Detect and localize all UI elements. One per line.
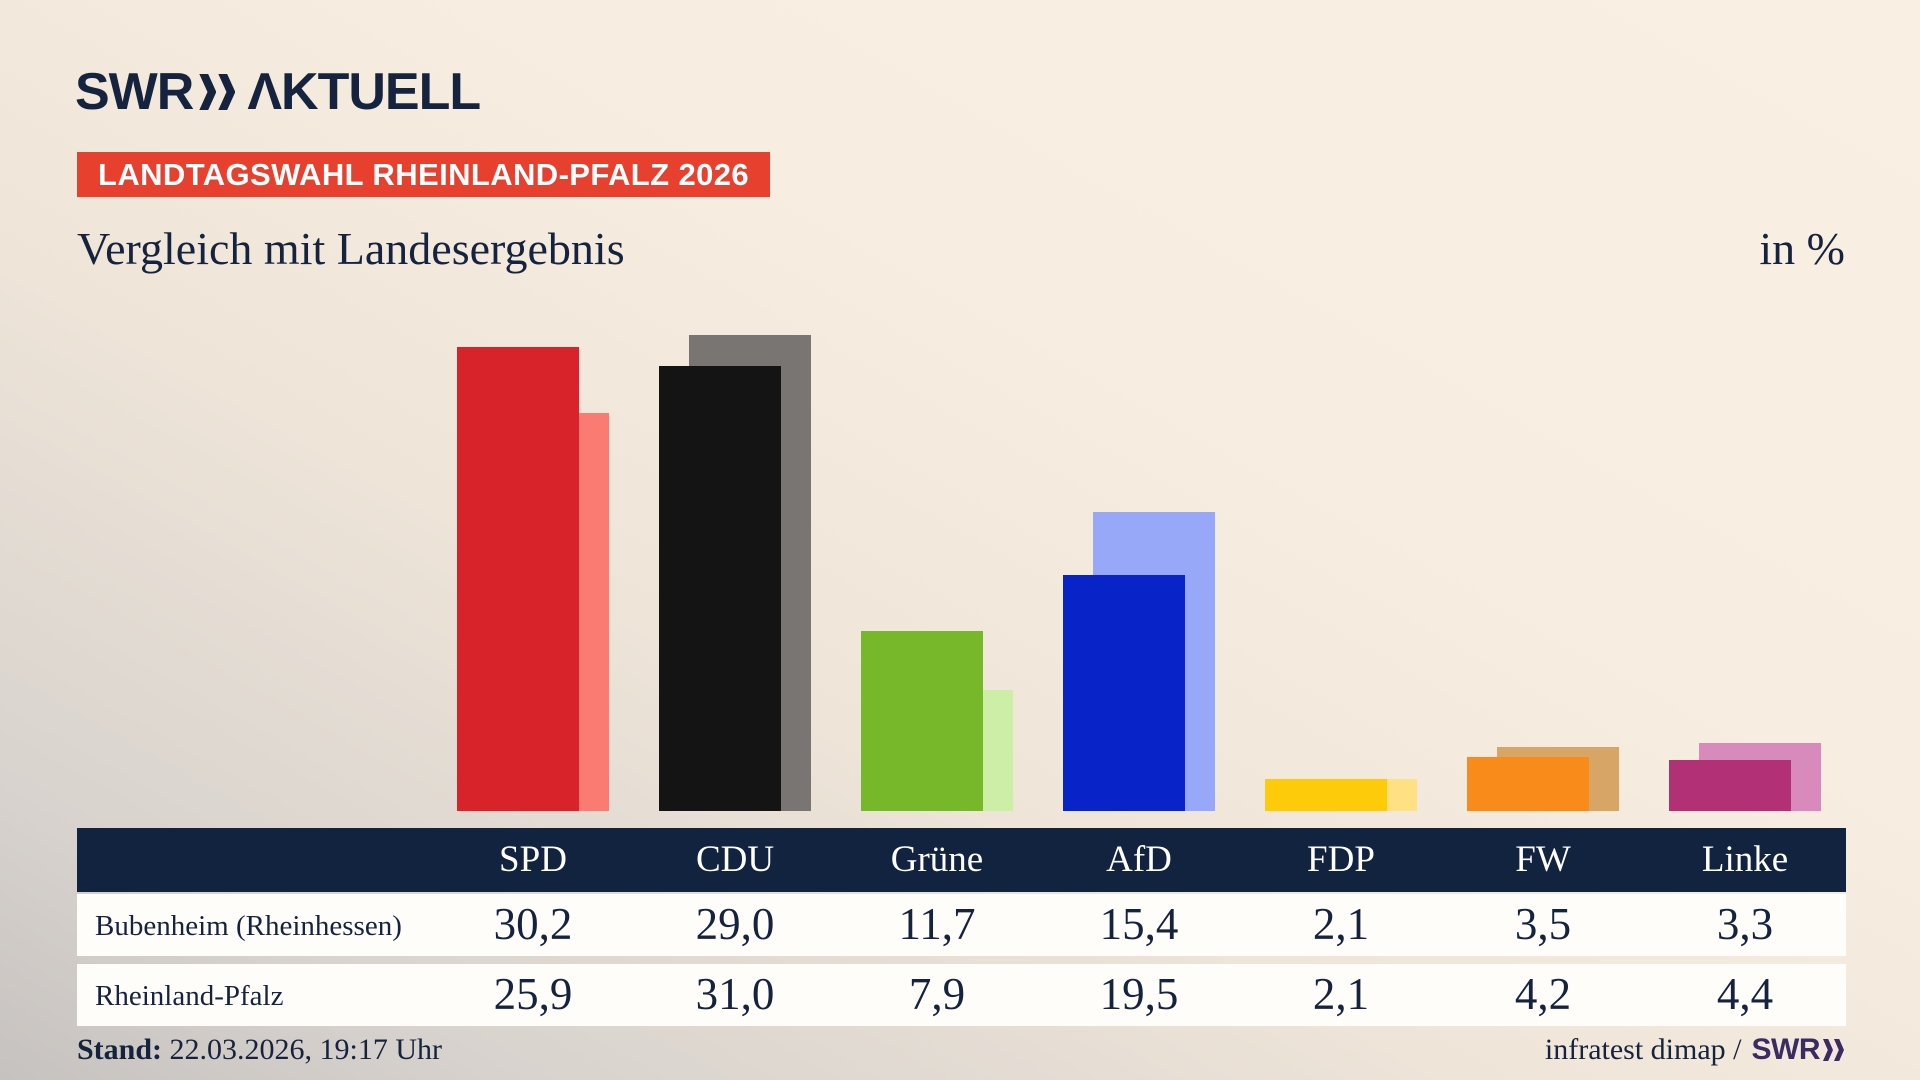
header-cell-afd: AfD xyxy=(1106,839,1172,880)
row-label: Rheinland-Pfalz xyxy=(95,980,284,1012)
unit-label: in % xyxy=(1759,223,1845,274)
value-cell-gruene: 11,7 xyxy=(898,899,976,949)
header-cell-fw: FW xyxy=(1515,839,1571,880)
value-cell-linke: 3,3 xyxy=(1716,899,1774,949)
swr-chevron-small-icon xyxy=(1823,1039,1845,1061)
table-header-row: SPD CDU Grüne AfD FDP FW Linke xyxy=(77,828,1846,892)
value-cell-spd: 30,2 xyxy=(493,899,573,949)
source-credit: infratest dimap / SWR xyxy=(1545,1033,1845,1067)
results-table: SPD CDU Grüne AfD FDP FW Linke Bubenheim (Rhei… xyxy=(77,828,1846,1034)
timestamp: Stand: 22.03.2026, 19:17 Uhr xyxy=(77,1033,442,1067)
source-text: infratest dimap / xyxy=(1544,1033,1742,1066)
header-cell-gruene: Grüne xyxy=(890,839,984,880)
bar-gruene-bubenheim xyxy=(861,631,983,811)
value-cell-afd: 15,4 xyxy=(1099,899,1179,949)
swr-aktuell-logo: SWR ΛKTUELL xyxy=(75,62,481,122)
table-row-bubenheim-rheinhessen-: Bubenheim (Rheinhessen) 30,2 29,0 11,7 15,4 2… xyxy=(77,894,1846,956)
header-cell-fdp: FDP xyxy=(1307,839,1375,880)
value-cell-spd: 25,9 xyxy=(493,969,573,1019)
source-brand-logo: SWR xyxy=(1752,1033,1846,1067)
value-cell-afd: 19,5 xyxy=(1099,969,1179,1019)
election-badge: LANDTAGSWAHL RHEINLAND-PFALZ 2026 xyxy=(77,152,771,197)
bar-spd-bubenheim xyxy=(457,347,579,811)
value-cell-linke: 4,4 xyxy=(1716,969,1774,1019)
bar-afd-bubenheim xyxy=(1063,575,1185,811)
swr-chevron-icon xyxy=(199,74,237,110)
table-row-rheinland-pfalz: Rheinland-Pfalz 25,9 31,0 7,9 19,5 2,1 4,2 4,4 xyxy=(77,964,1846,1026)
bar-fw-bubenheim xyxy=(1467,757,1589,811)
value-cell-gruene: 7,9 xyxy=(908,969,966,1019)
header-cell-spd: SPD xyxy=(499,839,567,880)
value-cell-cdu: 29,0 xyxy=(695,899,775,949)
value-cell-fw: 3,5 xyxy=(1514,899,1572,949)
timestamp-value: 22.03.2026, 19:17 Uhr xyxy=(169,1033,443,1066)
table-header-spacer xyxy=(77,828,432,892)
value-cell-fdp: 2,1 xyxy=(1312,969,1370,1019)
value-cell-fw: 4,2 xyxy=(1514,969,1572,1019)
bar-fdp-bubenheim xyxy=(1265,779,1387,811)
bar-cdu-bubenheim xyxy=(659,366,781,811)
header-cell-cdu: CDU xyxy=(695,839,775,880)
bar-linke-bubenheim xyxy=(1669,760,1791,811)
value-cell-cdu: 31,0 xyxy=(695,969,775,1019)
timestamp-label: Stand: xyxy=(77,1033,163,1066)
chart-title: Vergleich mit Landesergebnis xyxy=(77,223,625,274)
table-body: Bubenheim (Rheinhessen) 30,2 29,0 11,7 15,4 2… xyxy=(77,894,1846,1026)
value-cell-fdp: 2,1 xyxy=(1312,899,1370,949)
header-cell-linke: Linke xyxy=(1701,839,1789,880)
logo-aktuell-text: ΛKTUELL xyxy=(247,63,481,121)
logo-swr-text: SWR xyxy=(75,63,194,121)
row-label: Bubenheim (Rheinhessen) xyxy=(95,910,402,942)
